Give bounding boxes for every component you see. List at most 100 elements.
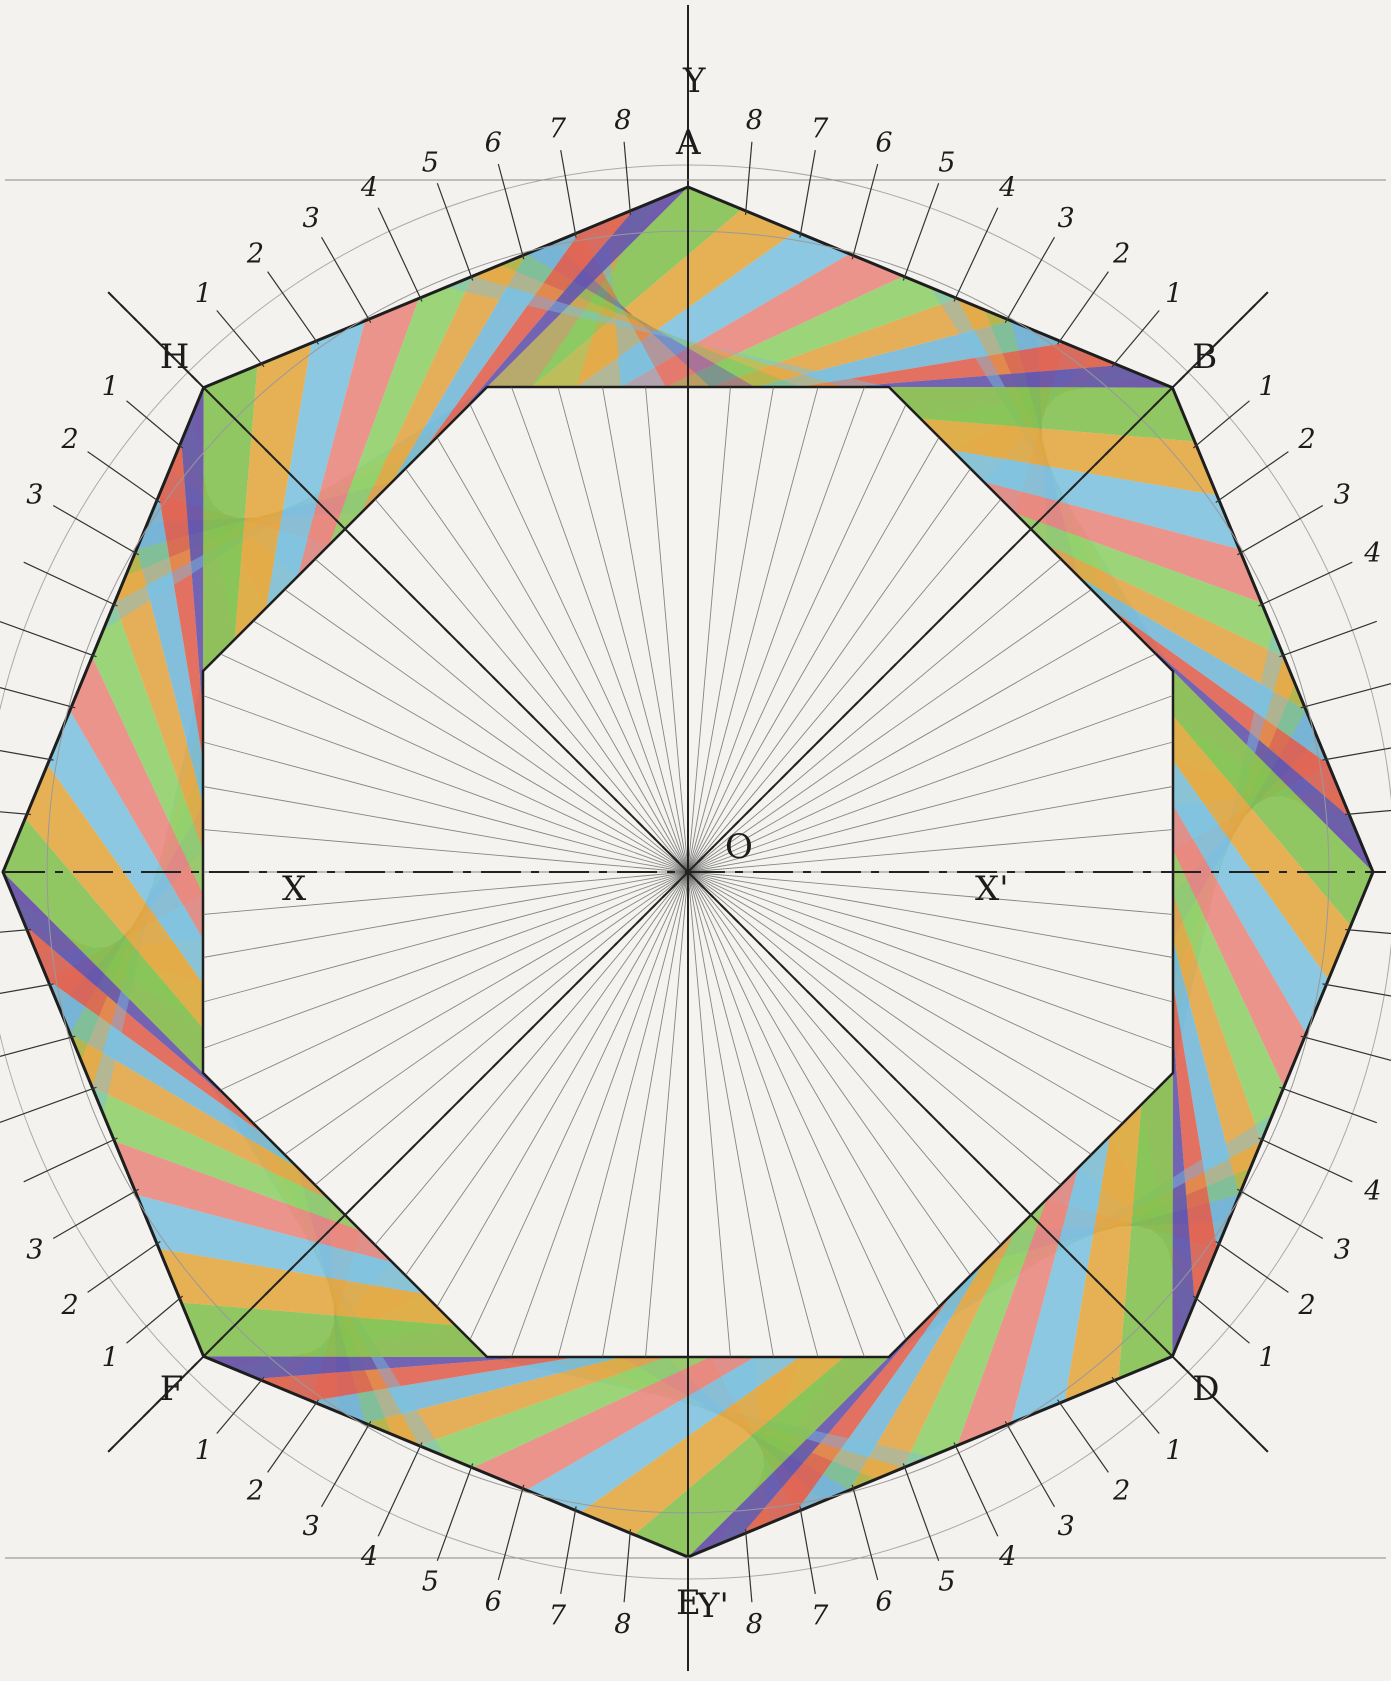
label-division-number: 6 (485, 1586, 502, 1617)
division-tick (0, 1035, 76, 1057)
ray-line (687, 404, 907, 873)
ray-line (314, 871, 689, 1186)
division-tick (320, 236, 372, 323)
division-tick (1057, 271, 1109, 345)
division-tick (267, 271, 319, 345)
label-division-number: 8 (614, 105, 631, 136)
division-tick (1345, 809, 1391, 816)
division-tick (1322, 983, 1391, 997)
ray-line (511, 386, 689, 873)
ray-line (687, 871, 1174, 1049)
division-tick (560, 149, 577, 238)
ray-line (687, 620, 1124, 873)
division-tick (1322, 747, 1391, 761)
label-division-number: 3 (26, 480, 43, 511)
color-band (741, 1293, 952, 1535)
label-division-number: 2 (1298, 424, 1316, 455)
color-band (136, 1194, 425, 1294)
ray-line (202, 695, 689, 873)
division-tick (1215, 1241, 1289, 1293)
diagonal-axis (107, 291, 1269, 1453)
color-band (25, 764, 203, 1029)
color-band (234, 343, 312, 640)
division-tick (1279, 1086, 1378, 1124)
color-band (844, 365, 1173, 388)
ray-line (220, 871, 689, 1091)
division-tick (320, 1421, 372, 1508)
color-band (952, 450, 1240, 550)
division-tick (216, 1376, 265, 1434)
ray-line (469, 404, 689, 873)
division-tick (623, 1529, 632, 1603)
color-band (888, 387, 1195, 442)
ray-line (687, 871, 1062, 1186)
color-band (487, 1357, 931, 1468)
color-band (580, 1357, 845, 1535)
division-tick (0, 928, 31, 933)
division-tick (851, 1484, 879, 1581)
ray-line (202, 871, 689, 1049)
division-tick (0, 620, 97, 658)
ray-line (687, 829, 1174, 873)
label-division-number: 5 (422, 148, 439, 179)
color-band (1173, 894, 1262, 1195)
color-band (1173, 629, 1284, 1073)
label-division-number: 2 (1298, 1290, 1316, 1321)
color-band (445, 276, 889, 387)
division-tick (377, 1442, 423, 1537)
label-division-number: 4 (1363, 538, 1381, 569)
color-band (1010, 1136, 1110, 1424)
label-axis-x-right: X' (975, 869, 1009, 909)
ray-line (687, 871, 1124, 1124)
ray-line (645, 871, 689, 1358)
ray-line (374, 871, 689, 1246)
ray-line (405, 468, 689, 873)
label-division-number: 6 (875, 1586, 892, 1617)
ray-line (687, 871, 1174, 958)
ray-line (436, 871, 689, 1308)
division-tick (953, 207, 999, 302)
division-tick (126, 1295, 184, 1344)
label-vertex-b: B (1192, 337, 1217, 377)
ray-line (557, 386, 689, 873)
ray-line (202, 829, 689, 873)
division-tick (436, 1463, 474, 1562)
label-division-number: 2 (61, 1290, 79, 1321)
color-band (1046, 544, 1307, 711)
color-band (665, 276, 958, 387)
ray-line (687, 871, 940, 1308)
label-division-number: 4 (360, 173, 378, 204)
division-tick (23, 561, 118, 607)
label-division-number: 7 (811, 114, 829, 145)
ray-line (687, 695, 1174, 873)
label-vertex-f: F (160, 1369, 184, 1409)
ray-line (687, 871, 819, 1358)
label-division-number: 6 (875, 128, 892, 159)
color-band (69, 656, 204, 939)
division-tick (436, 182, 474, 281)
label-division-number: 3 (26, 1235, 43, 1266)
ray-line (687, 871, 971, 1276)
division-tick (1057, 1399, 1109, 1473)
label-division-number: 5 (938, 148, 955, 179)
division-tick (52, 1188, 139, 1240)
ray-line (202, 741, 689, 873)
division-tick (799, 149, 816, 238)
color-band (47, 979, 298, 1168)
division-tick (377, 207, 423, 302)
division-tick (1300, 1035, 1391, 1061)
label-vertex-a: A (675, 123, 701, 163)
ray-line (687, 653, 1156, 873)
ray-line (687, 871, 731, 1358)
color-band (1064, 1104, 1142, 1401)
ray-lines (202, 386, 1174, 1358)
color-band (487, 187, 742, 387)
ray-line (687, 871, 1002, 1246)
color-band (1173, 983, 1217, 1303)
ray-line (511, 871, 689, 1358)
ray-line (202, 871, 689, 915)
label-division-number: 3 (303, 203, 320, 234)
division-tick (1111, 310, 1160, 368)
color-band (297, 298, 419, 577)
ray-line (284, 589, 689, 873)
